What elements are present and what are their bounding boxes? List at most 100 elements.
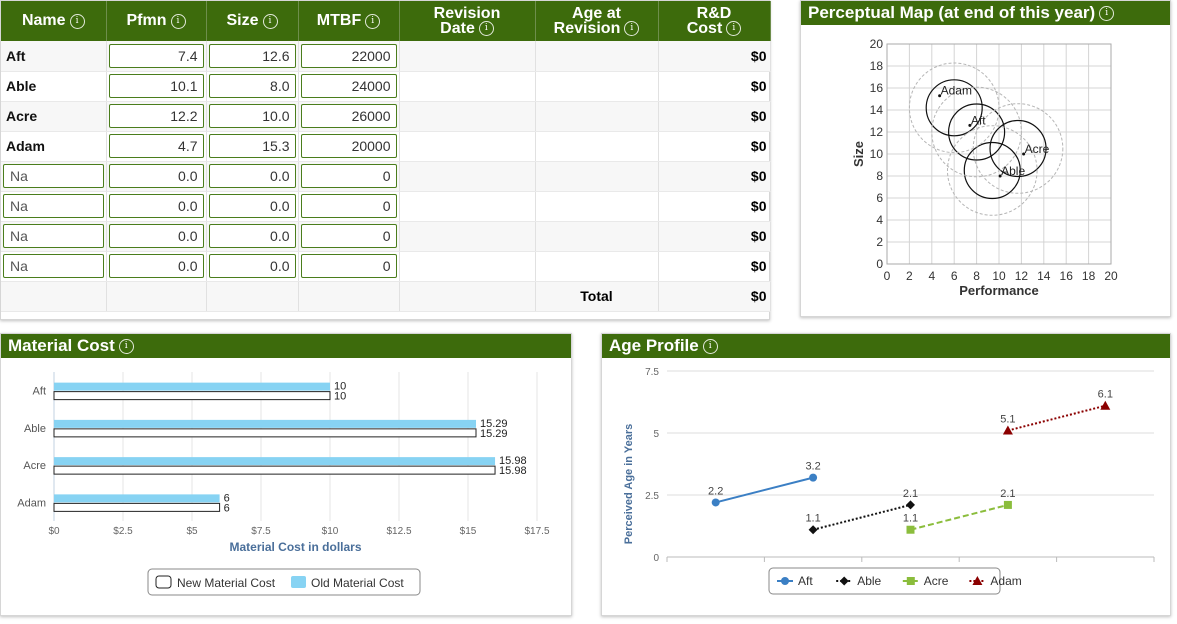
info-icon[interactable]: i <box>170 13 186 29</box>
bar-value-label: 15.29 <box>480 428 508 440</box>
size-input[interactable]: 0.0 <box>208 224 296 248</box>
new-material-cost-bar <box>53 391 331 401</box>
legend-label: Adam <box>990 574 1021 588</box>
rd-cost-cell: $0 <box>658 251 771 282</box>
product-point <box>938 94 942 98</box>
old-material-cost-bar <box>54 457 496 466</box>
product-label: Adam <box>941 84 972 98</box>
info-icon[interactable]: i <box>1099 6 1115 22</box>
y-tick-label: 2.5 <box>645 491 659 502</box>
pfmn-input[interactable]: 7.4 <box>108 43 204 68</box>
pfmn-input[interactable]: 10.1 <box>108 74 204 98</box>
old-material-cost-bar <box>54 382 330 391</box>
info-icon[interactable]: i <box>726 21 742 37</box>
revision-date-cell <box>399 161 536 192</box>
size-input[interactable]: 15.3 <box>208 134 296 158</box>
y-tick-label: 4 <box>876 213 883 227</box>
y-tick-label: 8 <box>876 169 883 183</box>
table-row: Na 0.0 0.0 0 $0 <box>1 191 771 222</box>
series-marker <box>711 498 720 507</box>
chart-legend: Aft Able Acre Adam <box>768 567 1022 595</box>
age-profile-chart: 0 2.5 5 7.5 Perceived Age in Years 2.2 3.2 1.1 2… <box>623 367 1155 595</box>
category-label: Acre <box>23 460 46 472</box>
mtbf-input[interactable]: 22000 <box>300 43 397 68</box>
pfmn-input[interactable]: 0.0 <box>108 194 204 218</box>
revision-date-cell <box>399 101 536 132</box>
mtbf-input[interactable]: 20000 <box>300 134 397 158</box>
series-line <box>1007 404 1106 432</box>
x-tick-label: $12.5 <box>386 526 411 537</box>
info-icon[interactable]: i <box>702 339 718 355</box>
info-icon[interactable]: i <box>118 339 134 355</box>
info-icon[interactable]: i <box>69 13 85 29</box>
legend-label: Able <box>857 574 881 588</box>
info-icon[interactable]: i <box>624 21 640 37</box>
size-input[interactable]: 0.0 <box>208 164 296 188</box>
x-tick-label: 18 <box>1082 269 1096 283</box>
size-input[interactable]: 8.0 <box>208 74 296 98</box>
legend-swatch <box>155 575 172 589</box>
table-row: Aft 7.4 12.6 22000 $0 <box>1 41 771 72</box>
size-input[interactable]: 12.6 <box>208 43 296 68</box>
age-profile-panel: Age Profile i 0 2.5 5 7.5 Perceived Age in Ye… <box>601 333 1171 616</box>
legend-item-adam[interactable]: Adam <box>969 574 1022 588</box>
mtbf-cell: 0 <box>298 191 400 222</box>
pfmn-input[interactable]: 0.0 <box>108 254 204 278</box>
mtbf-input[interactable]: 0 <box>300 164 397 188</box>
name-input[interactable]: Na <box>3 224 104 248</box>
size-input[interactable]: 0.0 <box>208 254 296 278</box>
info-icon[interactable]: i <box>365 13 381 29</box>
name-input[interactable]: Na <box>3 194 104 218</box>
table-row: Able 10.1 8.0 24000 $0 <box>1 71 771 102</box>
pfmn-input[interactable]: 0.0 <box>108 164 204 188</box>
pfmn-input[interactable]: 4.7 <box>108 134 204 158</box>
y-tick-label: 0 <box>653 553 659 564</box>
series-marker <box>781 577 789 585</box>
name-cell: Aft <box>1 41 107 72</box>
mtbf-input[interactable]: 26000 <box>300 104 397 128</box>
info-icon[interactable]: i <box>478 21 494 37</box>
mtbf-input[interactable]: 0 <box>300 194 397 218</box>
y-tick-label: 0 <box>876 257 883 271</box>
y-tick-label: 14 <box>870 103 884 117</box>
pfmn-cell: 0.0 <box>106 191 207 222</box>
series-line <box>715 476 814 504</box>
revision-date-cell <box>399 41 536 72</box>
table-row: Na 0.0 0.0 0 $0 <box>1 221 771 252</box>
mtbf-cell: 0 <box>298 221 400 252</box>
legend-item-aft[interactable]: Aft <box>777 574 813 588</box>
rd-cost-cell: $0 <box>658 71 771 102</box>
rd-decision-table: Name i Pfmn i Size i MTBF i Revision Date i Ag… <box>1 1 771 312</box>
name-input[interactable]: Na <box>3 254 104 278</box>
x-axis-label: Material Cost in dollars <box>229 540 361 554</box>
y-tick-label: 20 <box>870 37 884 51</box>
total-row: Total $0 <box>1 281 771 312</box>
legend-item-able[interactable]: Able <box>836 574 882 588</box>
pfmn-input[interactable]: 0.0 <box>108 224 204 248</box>
legend-label: Acre <box>924 574 949 588</box>
pfmn-cell: 0.0 <box>106 221 207 252</box>
name-cell: Na <box>1 251 107 282</box>
y-tick-label: 6 <box>876 191 883 205</box>
mtbf-input[interactable]: 0 <box>300 224 397 248</box>
perceptual-map-panel: Perceptual Map (at end of this year) i 0 2… <box>800 0 1171 317</box>
age-at-revision-cell <box>535 131 659 162</box>
revision-date-cell <box>399 251 536 282</box>
mtbf-input[interactable]: 24000 <box>300 74 397 98</box>
size-input[interactable]: 10.0 <box>208 104 296 128</box>
data-label: 6.1 <box>1098 389 1113 401</box>
pfmn-input[interactable]: 12.2 <box>108 104 204 128</box>
legend-item-new-material-cost[interactable]: New Material Cost <box>155 575 276 590</box>
name-input[interactable]: Na <box>3 164 104 188</box>
series-line <box>812 503 911 531</box>
mtbf-input[interactable]: 0 <box>300 254 397 278</box>
name-cell: Acre <box>1 101 107 132</box>
series-aft: 2.2 3.2 <box>708 461 821 507</box>
age-at-revision-cell <box>535 251 659 282</box>
legend-item-acre[interactable]: Acre <box>902 574 949 588</box>
size-input[interactable]: 0.0 <box>208 194 296 218</box>
info-icon[interactable]: i <box>262 13 278 29</box>
legend-item-old-material-cost[interactable]: Old Material Cost <box>291 576 404 590</box>
product-label: Acre <box>1025 142 1050 156</box>
table-row: Na 0.0 0.0 0 $0 <box>1 161 771 192</box>
